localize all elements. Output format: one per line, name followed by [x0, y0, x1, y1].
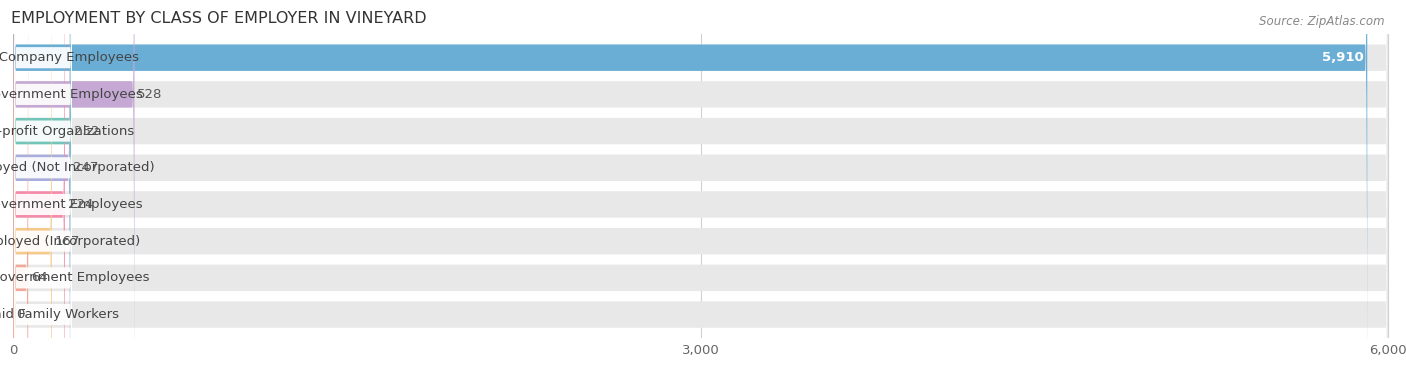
FancyBboxPatch shape [14, 32, 72, 376]
FancyBboxPatch shape [14, 0, 72, 376]
FancyBboxPatch shape [14, 0, 72, 304]
FancyBboxPatch shape [14, 0, 1388, 376]
FancyBboxPatch shape [14, 0, 72, 376]
FancyBboxPatch shape [14, 0, 65, 376]
FancyBboxPatch shape [14, 0, 1388, 376]
FancyBboxPatch shape [14, 0, 28, 376]
FancyBboxPatch shape [14, 0, 70, 376]
Text: State Government Employees: State Government Employees [0, 198, 143, 211]
Text: 64: 64 [31, 271, 48, 284]
FancyBboxPatch shape [14, 0, 72, 376]
Text: Source: ZipAtlas.com: Source: ZipAtlas.com [1260, 15, 1385, 28]
FancyBboxPatch shape [14, 0, 135, 376]
FancyBboxPatch shape [14, 68, 72, 376]
Text: Private Company Employees: Private Company Employees [0, 51, 139, 64]
FancyBboxPatch shape [14, 0, 1388, 376]
Text: Unpaid Family Workers: Unpaid Family Workers [0, 308, 120, 321]
Text: Local Government Employees: Local Government Employees [0, 88, 142, 101]
FancyBboxPatch shape [14, 0, 1388, 376]
FancyBboxPatch shape [14, 0, 72, 376]
Text: 528: 528 [138, 88, 163, 101]
Text: Not-for-profit Organizations: Not-for-profit Organizations [0, 124, 134, 138]
Text: 247: 247 [73, 161, 98, 174]
FancyBboxPatch shape [14, 0, 1388, 376]
FancyBboxPatch shape [14, 0, 1388, 376]
FancyBboxPatch shape [14, 0, 72, 376]
Text: 0: 0 [17, 308, 25, 321]
Text: 252: 252 [75, 124, 100, 138]
Text: 224: 224 [67, 198, 93, 211]
FancyBboxPatch shape [14, 0, 1388, 376]
Text: 5,910: 5,910 [1322, 51, 1364, 64]
Text: 167: 167 [55, 235, 80, 248]
FancyBboxPatch shape [14, 0, 52, 376]
FancyBboxPatch shape [14, 0, 1388, 376]
Text: Federal Government Employees: Federal Government Employees [0, 271, 150, 284]
FancyBboxPatch shape [14, 0, 72, 341]
Text: Self-Employed (Incorporated): Self-Employed (Incorporated) [0, 235, 141, 248]
FancyBboxPatch shape [14, 0, 1367, 376]
Text: EMPLOYMENT BY CLASS OF EMPLOYER IN VINEYARD: EMPLOYMENT BY CLASS OF EMPLOYER IN VINEY… [11, 11, 427, 26]
Text: Self-Employed (Not Incorporated): Self-Employed (Not Incorporated) [0, 161, 155, 174]
